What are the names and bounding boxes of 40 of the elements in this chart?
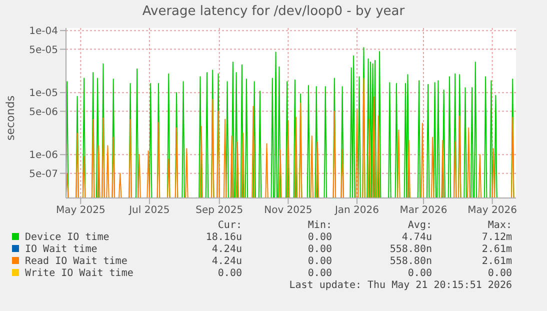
text: Avg: — [406, 220, 432, 232]
text: 0.00 — [216, 268, 242, 280]
legend-label: IO Wait time — [24, 244, 98, 256]
text: Last update: Thu May 21 20:15:51 2026 — [288, 280, 512, 291]
y-tick-label: 5e-05 — [29, 44, 58, 56]
y-axis-title: seconds — [4, 94, 17, 142]
legend-label: Device IO time — [24, 232, 110, 244]
text: Min: — [306, 220, 332, 232]
text: 4.74u — [400, 232, 432, 244]
x-tick-label: Jan 2026 — [334, 205, 379, 216]
x-tick-label: Mar 2026 — [400, 205, 448, 216]
text: 558.80n — [388, 256, 432, 268]
x-tick-label: Jul 2025 — [128, 205, 170, 216]
text: 0.00 — [306, 256, 332, 268]
text: 0.00 — [306, 268, 332, 280]
text: 4.24u — [210, 256, 242, 268]
text: 558.80n — [388, 244, 432, 256]
x-tick-label: May 2025 — [56, 205, 106, 216]
text: 0.00 — [486, 268, 512, 280]
y-tick-label: 5e-07 — [29, 168, 58, 180]
text: 0.00 — [306, 244, 332, 256]
legend-label: Write IO Wait time — [24, 268, 134, 280]
text: 7.12m — [480, 232, 512, 244]
y-tick-label: 5e-06 — [29, 106, 58, 118]
text: Max: — [486, 220, 512, 232]
y-tick-label: 1e-05 — [29, 88, 58, 100]
y-tick-label: 1e-04 — [29, 26, 58, 38]
chart-title: Average latency for /dev/loop0 - by year — [141, 4, 406, 19]
legend-label: Read IO Wait time — [24, 256, 128, 268]
text: 0.00 — [406, 268, 432, 280]
x-tick-label: May 2026 — [468, 205, 517, 216]
x-tick-label: Nov 2025 — [264, 205, 312, 216]
y-tick-label: 1e-06 — [29, 150, 58, 162]
text: 0.00 — [306, 232, 332, 244]
text: Cur: — [216, 220, 242, 232]
text: 18.16u — [204, 232, 242, 244]
text: 2.61m — [480, 256, 512, 268]
text: 4.24u — [210, 244, 242, 256]
x-tick-label: Sep 2025 — [196, 205, 244, 216]
text: 2.61m — [480, 244, 512, 256]
